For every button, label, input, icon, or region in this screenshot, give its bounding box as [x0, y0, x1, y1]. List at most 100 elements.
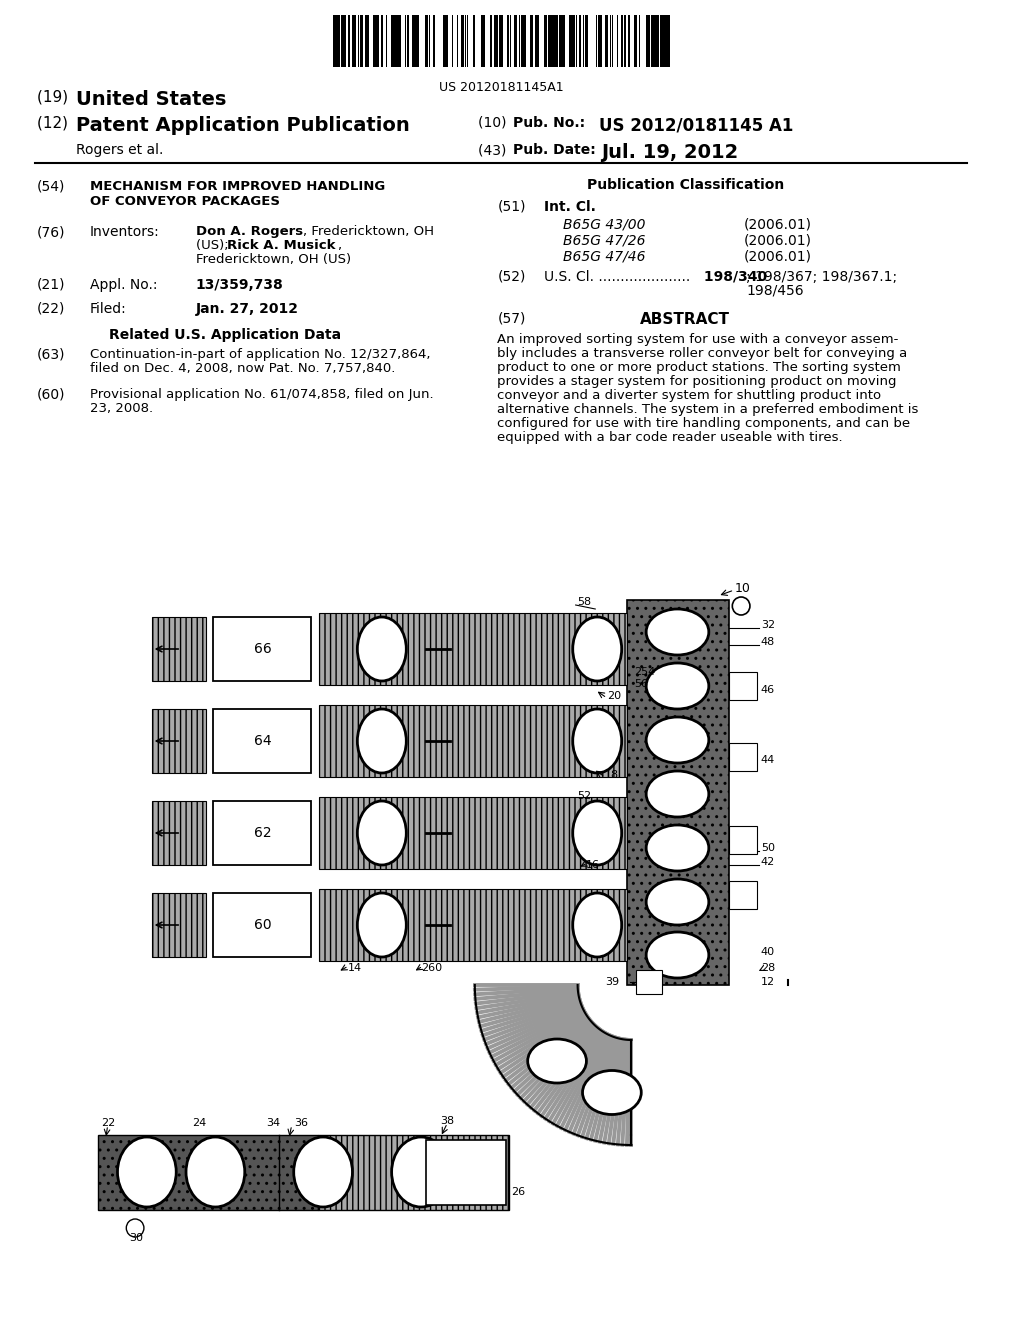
Text: 198/340: 198/340 [699, 271, 767, 284]
Text: Provisional application No. 61/074,858, filed on Jun.: Provisional application No. 61/074,858, … [90, 388, 434, 401]
Bar [413, 15, 415, 67]
Text: 38: 38 [440, 1115, 455, 1126]
Bar [599, 15, 601, 67]
Ellipse shape [572, 894, 622, 957]
Text: 58: 58 [578, 597, 592, 607]
Bar [381, 15, 383, 67]
Text: Fredericktown, OH (US): Fredericktown, OH (US) [196, 253, 351, 267]
Ellipse shape [357, 709, 407, 774]
Text: US 20120181145A1: US 20120181145A1 [439, 81, 563, 94]
Text: United States: United States [77, 90, 226, 110]
Bar [636, 970, 662, 994]
Bar [655, 15, 657, 67]
Text: 48: 48 [761, 638, 775, 647]
Ellipse shape [357, 801, 407, 865]
Text: 60: 60 [254, 917, 271, 932]
Bar [213, 616, 311, 681]
Text: Appl. No.:: Appl. No.: [90, 279, 158, 292]
Text: (19): (19) [37, 90, 73, 106]
Bar [514, 15, 517, 67]
Bar [393, 15, 396, 67]
Text: US 2012/0181145 A1: US 2012/0181145 A1 [599, 116, 794, 135]
Bar [562, 15, 564, 67]
Text: (21): (21) [37, 279, 66, 292]
Bar [502, 15, 503, 67]
Text: Don A. Rogers: Don A. Rogers [196, 224, 303, 238]
Bar [336, 15, 339, 67]
Text: (57): (57) [498, 312, 525, 326]
Text: ABSTRACT: ABSTRACT [640, 312, 730, 327]
Bar [635, 15, 637, 67]
Bar [548, 15, 550, 67]
Text: Int. Cl.: Int. Cl. [545, 201, 596, 214]
Ellipse shape [646, 825, 709, 871]
Bar [729, 743, 757, 771]
Bar [729, 826, 757, 854]
Text: provides a stager system for positioning product on moving: provides a stager system for positioning… [498, 375, 897, 388]
Text: conveyor and a diverter system for shuttling product into: conveyor and a diverter system for shutt… [498, 389, 882, 403]
Text: 13/359,738: 13/359,738 [196, 279, 284, 292]
Bar [536, 15, 538, 67]
Text: Patent Application Publication: Patent Application Publication [77, 116, 411, 135]
Bar [729, 880, 757, 909]
Bar [152, 709, 206, 774]
Text: bly includes a transverse roller conveyor belt for conveying a: bly includes a transverse roller conveyo… [498, 347, 907, 360]
Text: alternative channels. The system in a preferred embodiment is: alternative channels. The system in a pr… [498, 403, 919, 416]
Bar [660, 15, 663, 67]
Text: product to one or more product stations. The sorting system: product to one or more product stations.… [498, 360, 901, 374]
Text: Rick A. Musick: Rick A. Musick [227, 239, 336, 252]
Bar [621, 15, 623, 67]
Text: 52: 52 [578, 791, 592, 801]
Bar [627, 601, 729, 985]
Bar [390, 15, 393, 67]
Circle shape [126, 1218, 144, 1237]
Text: (43): (43) [478, 143, 511, 157]
Text: 66: 66 [254, 642, 271, 656]
Text: (12): (12) [37, 116, 73, 131]
Bar [347, 15, 349, 67]
Text: 22: 22 [100, 1118, 115, 1129]
Bar [489, 15, 492, 67]
Text: 56: 56 [635, 678, 648, 689]
Text: (10): (10) [478, 116, 511, 129]
Bar [98, 1135, 318, 1210]
Bar [319, 888, 627, 961]
Text: 16: 16 [586, 861, 599, 870]
Bar [663, 15, 665, 67]
Text: , Fredericktown, OH: , Fredericktown, OH [303, 224, 434, 238]
Text: 26: 26 [511, 1187, 525, 1197]
Text: 44: 44 [761, 755, 775, 766]
Text: 50: 50 [761, 843, 775, 853]
Bar [354, 15, 356, 67]
Bar [729, 672, 757, 700]
Ellipse shape [646, 663, 709, 709]
Ellipse shape [118, 1137, 176, 1206]
Text: (2006.01): (2006.01) [744, 249, 812, 264]
Text: Filed:: Filed: [90, 302, 127, 315]
Bar [545, 15, 546, 67]
Text: (52): (52) [498, 271, 525, 284]
Bar [461, 15, 463, 67]
Bar [538, 15, 540, 67]
Text: Rogers et al.: Rogers et al. [77, 143, 164, 157]
Bar [213, 801, 311, 865]
Text: (51): (51) [498, 201, 526, 214]
Text: 198/456: 198/456 [746, 284, 804, 298]
Bar [415, 15, 418, 67]
Bar [152, 894, 206, 957]
Bar [373, 15, 376, 67]
Text: 23, 2008.: 23, 2008. [90, 403, 154, 414]
Bar [652, 15, 654, 67]
Bar [560, 15, 562, 67]
Text: 64: 64 [254, 734, 271, 748]
Bar [473, 15, 475, 67]
Bar [571, 15, 574, 67]
Text: 20: 20 [607, 690, 622, 701]
Text: 260: 260 [421, 964, 442, 973]
Ellipse shape [294, 1137, 352, 1206]
Bar [605, 15, 607, 67]
Text: filed on Dec. 4, 2008, now Pat. No. 7,757,840.: filed on Dec. 4, 2008, now Pat. No. 7,75… [90, 362, 395, 375]
Text: 32: 32 [761, 620, 775, 630]
Text: B65G 43/00: B65G 43/00 [563, 218, 645, 232]
Bar [343, 15, 345, 67]
